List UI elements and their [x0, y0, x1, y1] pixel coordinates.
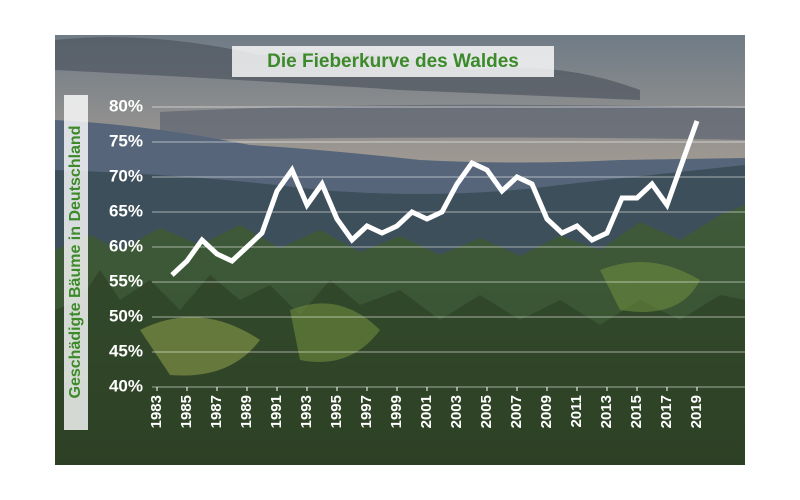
y-tick-label: 75% — [109, 131, 143, 150]
x-tick-label: 2015 — [628, 395, 645, 428]
x-tick-label: 2007 — [508, 395, 525, 428]
x-tick-label: 1991 — [268, 395, 285, 428]
x-tick-label: 2017 — [658, 395, 675, 428]
y-tick-label: 60% — [109, 236, 143, 255]
y-tick-label: 65% — [109, 201, 143, 220]
chart-title: Die Fieberkurve des Waldes — [267, 51, 519, 72]
x-tick-label: 2011 — [568, 395, 585, 428]
y-axis-label: Geschädigte Bäume in Deutschland — [67, 126, 84, 399]
y-tick-label: 70% — [109, 166, 143, 185]
data-line — [170, 120, 700, 277]
x-tick-label: 1985 — [178, 395, 195, 428]
x-tick-label: 2019 — [688, 395, 705, 428]
y-tick-label: 55% — [109, 271, 143, 290]
y-tick-label: 80% — [109, 96, 143, 115]
title-box — [232, 46, 554, 77]
x-tick-label: 2001 — [418, 395, 435, 428]
x-tick-label: 2013 — [598, 395, 615, 428]
y-label-box — [64, 95, 88, 430]
x-tick-label: 1995 — [328, 395, 345, 428]
x-tick-label: 2009 — [538, 395, 555, 428]
x-tick-label: 1989 — [238, 395, 255, 428]
x-tick-label: 2005 — [478, 395, 495, 428]
x-tick-label: 1997 — [358, 395, 375, 428]
y-tick-label: 40% — [109, 376, 143, 395]
x-tick-label: 1999 — [388, 395, 405, 428]
x-tick-label: 1993 — [298, 395, 315, 428]
y-tick-label: 50% — [109, 306, 143, 325]
x-tick-label: 2003 — [448, 395, 465, 428]
y-tick-label: 45% — [109, 341, 143, 360]
x-tick-label: 1987 — [208, 395, 225, 428]
x-tick-label: 1983 — [148, 395, 165, 428]
